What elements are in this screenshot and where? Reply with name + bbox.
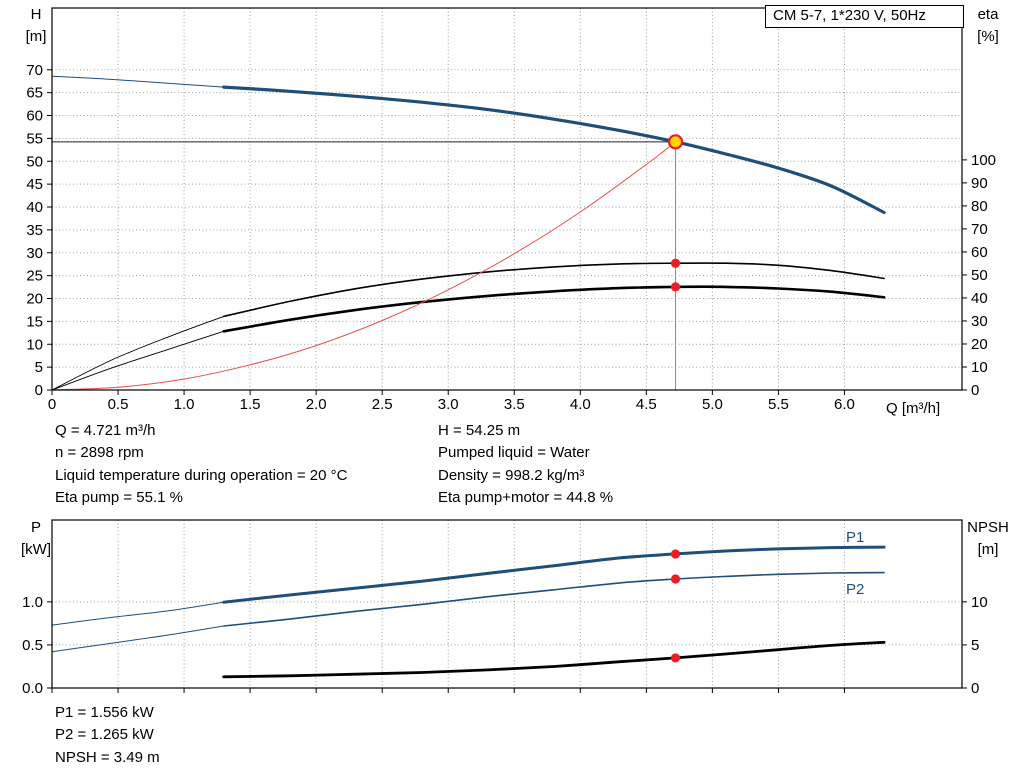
tick-label: 60 <box>26 108 43 125</box>
duty-readout-right: H = 54.25 m Pumped liquid = Water Densit… <box>438 420 613 510</box>
tick-label: 15 <box>26 313 43 330</box>
plot-border <box>51 519 963 689</box>
tick-label: 0 <box>971 382 979 399</box>
tick-label: 10 <box>971 594 988 611</box>
info-line-density: Density = 998.2 kg/m³ <box>438 466 585 484</box>
p-axis-title: P <box>30 519 41 536</box>
tick-label: 70 <box>971 221 988 238</box>
eta-pump-curve <box>222 262 885 318</box>
tick-label: 80 <box>971 198 988 215</box>
qh-eta-chart: 0 0.5 1.0 1.5 2.0 2.5 3.0 3.5 4.0 4.5 5.0 5.5 6.0 0 5 1… <box>26 7 996 413</box>
tick-label: 4.0 <box>570 396 591 413</box>
info-line-npsh: NPSH = 3.49 m <box>55 748 160 766</box>
duty-readout-left: Q = 4.721 m³/h n = 2898 rpm Liquid tempe… <box>55 420 347 510</box>
tick-label: 2.0 <box>306 396 327 413</box>
tick-label: 6.0 <box>834 396 855 413</box>
tick-label: 65 <box>26 85 43 102</box>
p1-curve-lead <box>51 601 225 626</box>
duty-value-dot <box>670 653 681 663</box>
info-line-p1: P1 = 1.556 kW <box>55 704 154 721</box>
npsh-axis-unit: [m] <box>977 541 999 558</box>
tick-label: 10 <box>26 336 43 353</box>
q-axis-label: Q [m³/h] <box>886 400 941 417</box>
grid <box>52 520 962 688</box>
info-line-liquid: Pumped liquid = Water <box>438 444 590 462</box>
info-line-eta-tot: Eta pump+motor = 44.8 % <box>438 489 614 507</box>
tick-label: 3.5 <box>504 396 525 413</box>
eta-pump-motor-curve-lead <box>51 330 225 391</box>
h-axis-unit: [m] <box>25 28 47 45</box>
p2-curve <box>222 571 885 627</box>
duty-value-dot <box>670 258 681 268</box>
info-line-h: H = 54.25 m <box>438 422 521 439</box>
tick-label: 2.5 <box>372 396 393 413</box>
eta-pump-curve-lead <box>51 315 225 391</box>
tick-label: 50 <box>971 267 988 284</box>
tick-label: 0 <box>971 680 979 697</box>
tick-label: 3.0 <box>438 396 459 413</box>
tick-label: 0.0 <box>22 680 43 697</box>
tick-label: 90 <box>971 175 988 192</box>
axis-ticks: 0 0.5 1.0 1.5 2.0 2.5 3.0 3.5 4.0 4.5 5.0 5.5 6.0 0 5 1… <box>26 62 996 413</box>
tick-label: 60 <box>971 244 988 261</box>
tick-label: 30 <box>971 313 988 330</box>
info-line-p2: P2 = 1.265 kW <box>55 726 154 744</box>
info-line-q: Q = 4.721 m³/h <box>55 422 156 439</box>
tick-label: 35 <box>26 222 43 239</box>
eta-axis-unit: [%] <box>977 28 999 45</box>
tick-label: 70 <box>26 62 43 79</box>
tick-label: 25 <box>26 268 43 285</box>
pump-model-legend: CM 5-7, 1*230 V, 50Hz <box>765 5 964 28</box>
tick-label: 0.5 <box>22 637 43 654</box>
p1-curve <box>222 545 886 604</box>
tick-label: 0.5 <box>108 396 129 413</box>
info-line-eta: Eta pump = 55.1 % <box>55 489 183 507</box>
tick-label: 55 <box>26 130 43 147</box>
grid <box>52 8 962 390</box>
p2-curve-lead <box>51 625 225 653</box>
p1-curve-label: P1 <box>846 529 865 546</box>
system-curve <box>51 141 676 391</box>
h-axis-title: H <box>30 6 42 23</box>
duty-value-dot <box>670 574 681 584</box>
tick-label: 100 <box>971 152 996 169</box>
hq-curve <box>222 85 886 215</box>
tick-label: 1.5 <box>240 396 261 413</box>
eta-axis-title: eta <box>977 6 999 23</box>
npsh-axis-title: NPSH <box>967 519 1009 536</box>
duty-value-dot <box>670 282 681 292</box>
tick-label: 20 <box>26 291 43 308</box>
tick-label: 45 <box>26 176 43 193</box>
tick-label: 5 <box>35 359 43 376</box>
p-axis-unit: [kW] <box>21 541 51 558</box>
p2-curve-label: P2 <box>846 581 865 598</box>
tick-label: 50 <box>26 153 43 170</box>
tick-label: 0 <box>48 396 56 413</box>
info-line-n: n = 2898 rpm <box>55 444 144 462</box>
hq-curve-lead <box>51 75 225 88</box>
tick-label: 20 <box>971 336 988 353</box>
tick-label: 40 <box>971 290 988 307</box>
axis-ticks: 0.0 0.5 1.0 0 5 10 <box>22 594 988 697</box>
tick-label: 5.5 <box>768 396 789 413</box>
power-readout: P1 = 1.556 kW P2 = 1.265 kW NPSH = 3.49 … <box>55 702 160 769</box>
tick-label: 4.5 <box>636 396 657 413</box>
info-line-temp: Liquid temperature during operation = 20… <box>55 466 348 484</box>
eta-pump-motor-curve <box>222 285 886 333</box>
tick-label: 10 <box>971 359 988 376</box>
tick-label: 30 <box>26 245 43 262</box>
tick-label: 0 <box>35 382 43 399</box>
npsh-curve <box>222 640 886 679</box>
power-npsh-chart: 0.0 0.5 1.0 0 5 10 <box>22 519 988 697</box>
plot-border <box>51 7 963 391</box>
tick-label: 40 <box>26 199 43 216</box>
duty-point-marker[interactable] <box>667 134 684 150</box>
tick-label: 1.0 <box>22 594 43 611</box>
tick-label: 1.0 <box>174 396 195 413</box>
duty-value-dot <box>670 549 681 559</box>
tick-label: 5.0 <box>702 396 723 413</box>
tick-label: 5 <box>971 637 979 654</box>
